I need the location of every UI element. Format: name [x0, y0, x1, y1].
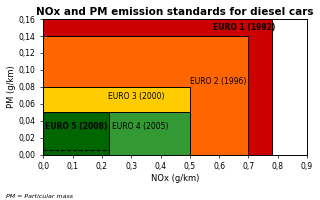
Y-axis label: PM (g/km): PM (g/km)	[7, 66, 16, 108]
Bar	[44, 19, 272, 155]
Text: EURO 1 (1992): EURO 1 (1992)	[213, 23, 276, 32]
Bar	[44, 87, 190, 155]
Bar	[44, 112, 109, 155]
Bar	[44, 36, 248, 155]
Text: EURO 4 (2005): EURO 4 (2005)	[112, 122, 169, 131]
X-axis label: NOx (g/km): NOx (g/km)	[151, 174, 199, 183]
Text: EURO 5 (2008): EURO 5 (2008)	[45, 122, 107, 131]
Title: NOx and PM emission standards for diesel cars: NOx and PM emission standards for diesel…	[36, 7, 314, 17]
Bar	[44, 112, 190, 155]
Text: PM = Particular mass: PM = Particular mass	[6, 194, 73, 199]
Text: EURO 2 (1996): EURO 2 (1996)	[190, 77, 246, 86]
Text: EURO 3 (2000): EURO 3 (2000)	[108, 92, 164, 101]
